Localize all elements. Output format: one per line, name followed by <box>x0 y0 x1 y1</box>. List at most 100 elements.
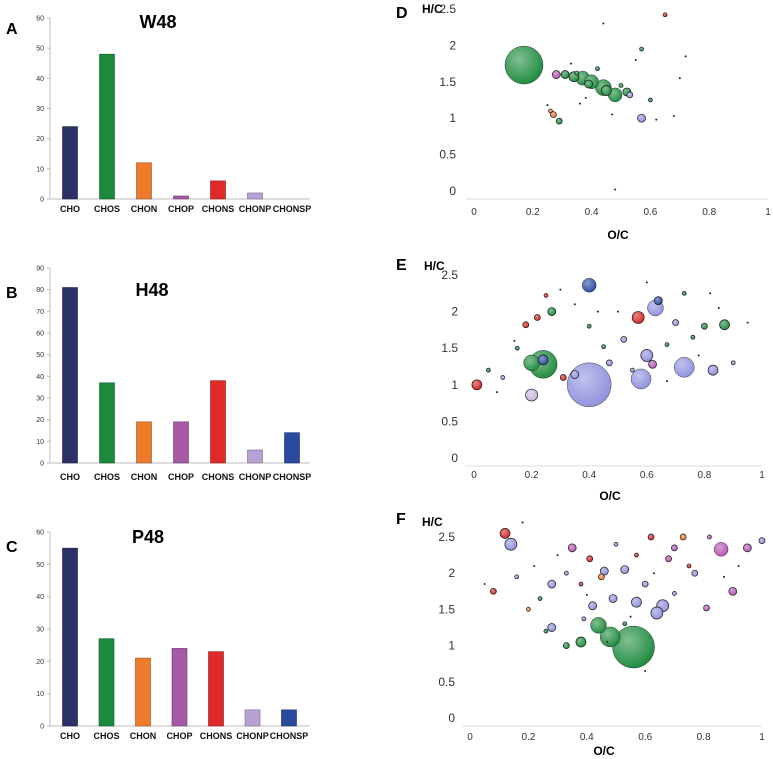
data-point <box>500 375 506 380</box>
data-point <box>567 543 577 553</box>
category-label: CHONSP <box>273 204 312 214</box>
data-point <box>634 552 639 558</box>
data-point <box>547 307 557 316</box>
x-tick-label: 0.8 <box>697 732 711 743</box>
data-point <box>681 290 687 296</box>
category-label: CHOP <box>168 204 194 214</box>
data-point <box>574 70 580 76</box>
chart-title: H48 <box>135 280 168 300</box>
y-tick-label: 40 <box>36 594 44 601</box>
data-point <box>486 367 491 373</box>
y-tick-label: 60 <box>36 16 44 23</box>
y-tick-label: 1.5 <box>441 341 458 355</box>
data-point <box>543 293 549 298</box>
data-point <box>730 360 736 366</box>
bar-chop <box>171 648 188 727</box>
bar-chon <box>136 162 152 200</box>
data-point <box>664 342 670 347</box>
data-point <box>626 91 634 99</box>
data-point <box>630 368 652 390</box>
data-point <box>601 344 606 350</box>
data-point <box>483 583 486 586</box>
category-label: CHOS <box>94 472 120 482</box>
data-point <box>504 537 518 551</box>
data-point <box>608 594 618 603</box>
category-label: CHOP <box>168 472 194 482</box>
bar-chons <box>210 180 226 200</box>
category-label: CHO <box>60 472 80 482</box>
x-tick-label: 0.6 <box>640 470 654 481</box>
data-point <box>713 542 729 557</box>
bar-chons <box>208 651 224 727</box>
x-tick-label: 0.6 <box>638 732 652 743</box>
data-point <box>537 354 549 366</box>
y-tick-label: 1 <box>448 639 455 653</box>
y-tick-label: 10 <box>36 691 44 698</box>
data-point <box>645 281 648 284</box>
data-point <box>600 85 612 96</box>
data-point <box>585 593 588 596</box>
category-label: CHOS <box>94 204 120 214</box>
data-point <box>602 22 605 25</box>
y-tick-label: 30 <box>36 396 44 403</box>
data-point <box>564 570 569 576</box>
data-point <box>599 626 621 648</box>
data-point <box>522 321 530 329</box>
data-point <box>629 615 632 618</box>
x-tick-label: 0.6 <box>643 207 657 218</box>
y-tick-label: 0 <box>40 197 44 204</box>
x-tick-label: 0 <box>467 732 473 743</box>
data-point <box>707 534 712 540</box>
y-tick-label: 40 <box>36 374 44 381</box>
y-tick-label: 80 <box>36 287 44 294</box>
data-point <box>717 306 720 309</box>
data-point <box>514 345 520 351</box>
category-label: CHO <box>60 204 80 214</box>
category-label: CHONSP <box>270 731 309 741</box>
x-tick-label: 0.8 <box>702 207 716 218</box>
data-point <box>537 596 543 601</box>
panel-label: D <box>396 5 408 22</box>
data-point <box>665 380 668 383</box>
data-point <box>644 669 647 672</box>
chart-title: W48 <box>139 12 176 32</box>
x-tick-label: 0 <box>471 207 477 218</box>
data-point <box>586 555 594 563</box>
bar-chon <box>136 421 152 464</box>
category-label: CHOS <box>93 731 119 741</box>
data-point <box>637 113 646 123</box>
data-point <box>521 521 524 524</box>
x-tick-label: 0 <box>471 470 477 481</box>
data-point <box>573 303 576 306</box>
y-tick-label: 0 <box>448 711 455 725</box>
y-tick-label: 2.5 <box>438 530 455 544</box>
data-point <box>499 528 511 539</box>
category-label: CHON <box>131 472 158 482</box>
y-tick-label: 20 <box>36 659 44 666</box>
bar-cho <box>62 287 78 464</box>
x-tick-label: 0.4 <box>582 470 596 481</box>
data-point <box>611 113 614 116</box>
data-point <box>560 70 570 79</box>
bar-cho <box>62 547 78 727</box>
data-point <box>606 359 613 367</box>
y-tick-label: 20 <box>36 417 44 424</box>
panel-label: F <box>396 511 406 528</box>
data-point <box>620 336 628 343</box>
category-label: CHON <box>131 204 158 214</box>
data-point <box>570 62 573 65</box>
y-tick-label: 0.5 <box>438 675 455 689</box>
data-point <box>758 537 766 544</box>
y-tick-label: 0.5 <box>441 414 458 428</box>
data-point <box>504 45 544 85</box>
data-point <box>526 607 531 612</box>
x-tick-label: 0.2 <box>525 470 539 481</box>
x-tick-label: 1 <box>759 470 765 481</box>
data-point <box>559 288 562 291</box>
data-point <box>613 541 619 547</box>
data-point <box>546 104 549 107</box>
data-point <box>533 564 536 567</box>
data-point <box>672 115 675 118</box>
data-point <box>582 278 597 293</box>
y-tick-label: 60 <box>36 331 44 338</box>
